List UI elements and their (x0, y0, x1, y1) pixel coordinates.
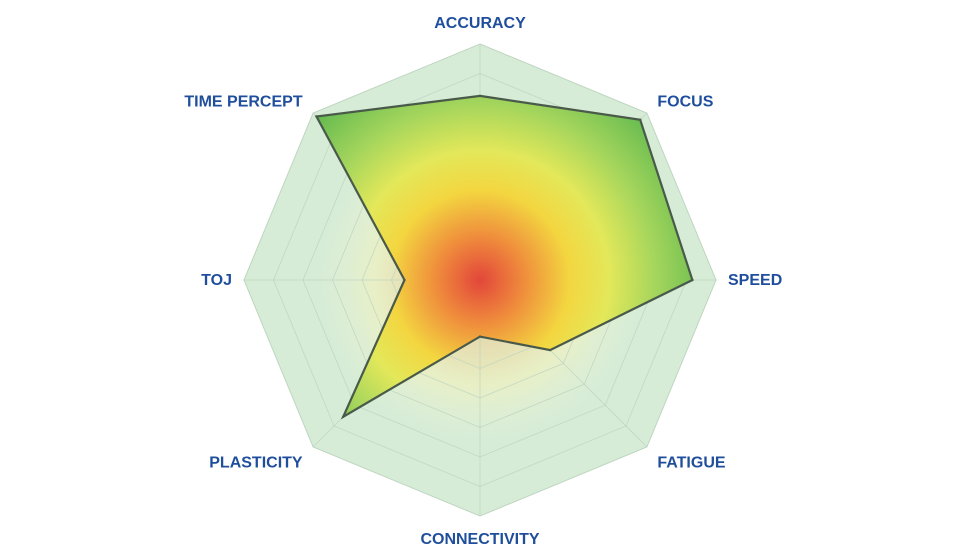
axis-label: ACCURACY (434, 15, 526, 32)
axis-label: TIME PERCEPT (184, 94, 302, 111)
axis-label: CONNECTIVITY (420, 531, 539, 548)
radar-value-point (478, 94, 482, 98)
radar-value-point (691, 278, 694, 282)
radar-value-point (639, 118, 642, 122)
axis-label: PLASTICITY (209, 454, 303, 471)
axis-label: SPEED (728, 272, 782, 289)
radar-value-point (548, 348, 552, 352)
radar-value-point (403, 278, 406, 282)
radar-value-point (315, 115, 318, 118)
radar-value-point (342, 415, 345, 418)
axis-label: FOCUS (657, 94, 713, 111)
axis-label: FATIGUE (657, 454, 725, 471)
radar-value-point (478, 335, 482, 338)
axis-label: TOJ (201, 272, 232, 289)
